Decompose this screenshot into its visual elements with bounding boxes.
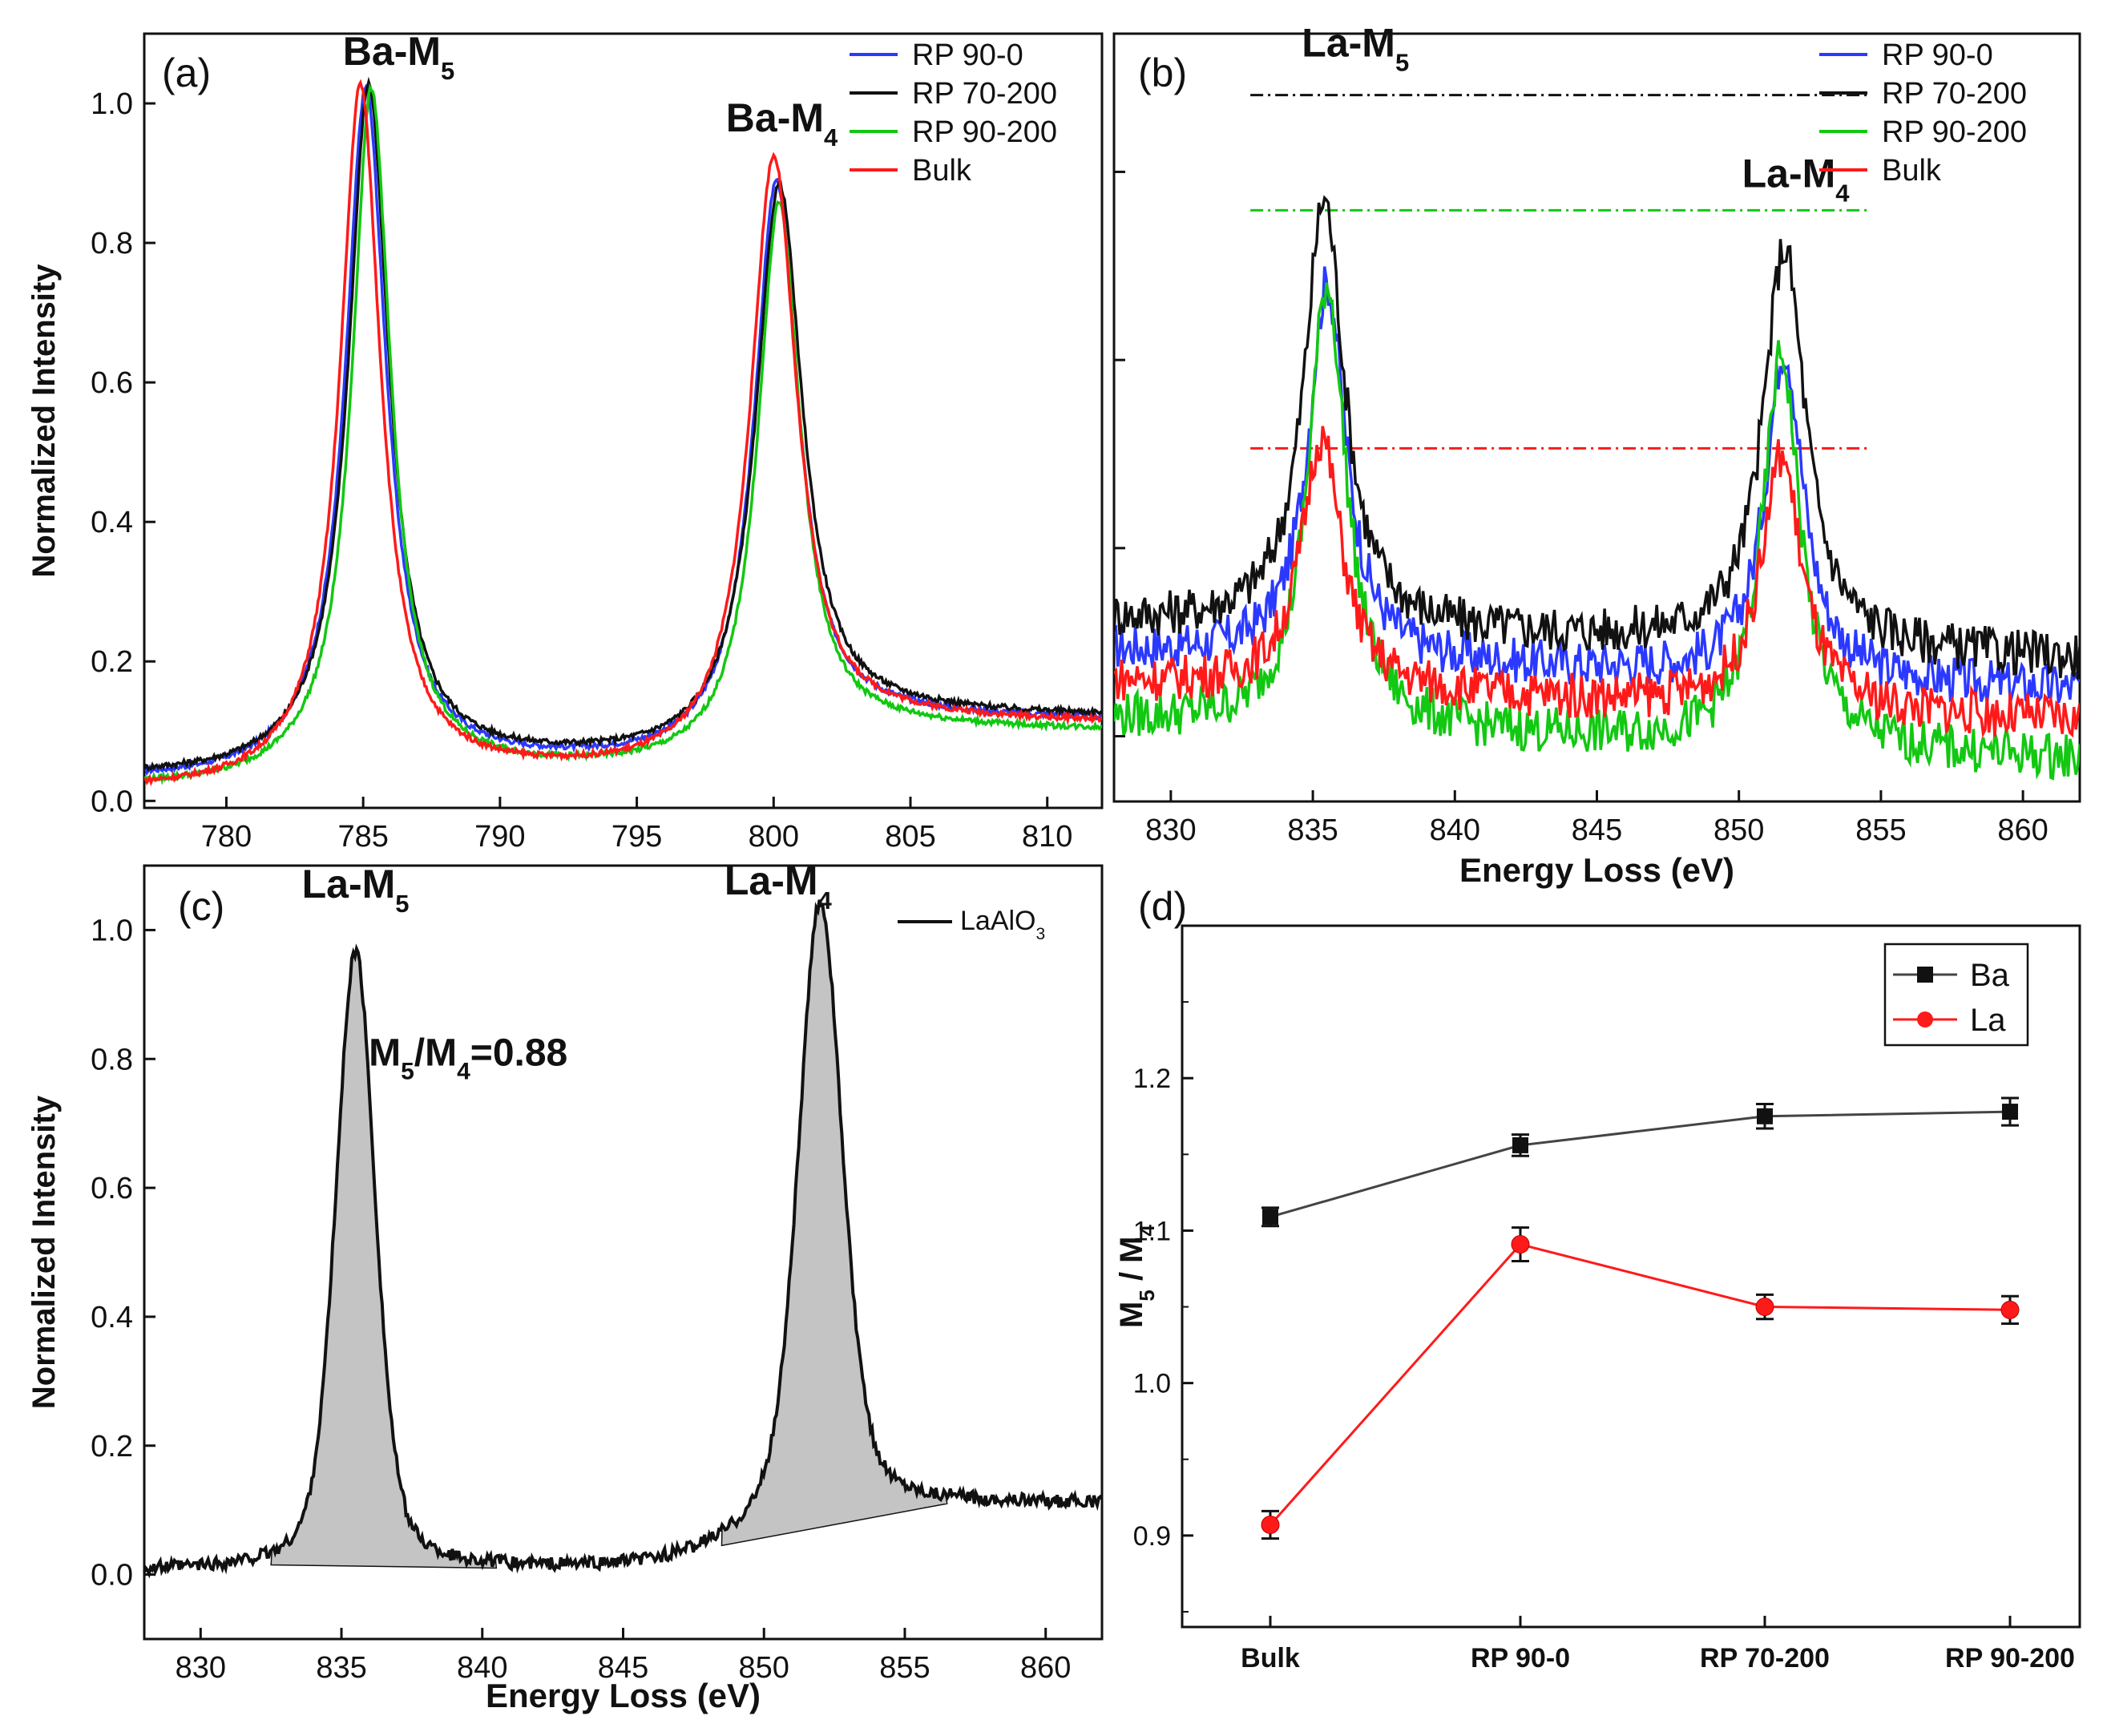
panel-a-peak-label: Ba-M4 (726, 95, 838, 151)
panel-a-x-tick-label: 780 (201, 820, 252, 854)
panel-c-y-tick-label: 0.2 (91, 1430, 133, 1463)
panel-a-x-tick-label: 795 (612, 820, 662, 854)
panel-d-series-ba-line (1269, 1110, 2011, 1218)
panel-b-x-tick-label: 860 (1997, 813, 2048, 847)
panel-d-x-tick-label: RP 70-200 (1700, 1643, 1830, 1673)
panel-c-series-laalo3 (143, 899, 1104, 1579)
panel-b-x-tick-label: 845 (1572, 813, 1622, 847)
panel-d-legend-label: Ba (1970, 958, 2010, 993)
panel-c-label: (c) (178, 884, 224, 929)
panel-a-x-tick-label: 785 (337, 820, 388, 854)
panel-c-x-tick-label: 830 (176, 1651, 226, 1685)
panel-a-x-tick-label: 800 (749, 820, 799, 854)
panel-d-y-tick-label: 1.0 (1133, 1369, 1171, 1399)
panel-b-x-tick-label: 830 (1145, 813, 1196, 847)
panel-b-legend-label: RP 70-200 (1882, 77, 2027, 111)
panel-d-series-la-marker (1261, 1516, 1280, 1535)
panel-a-axes-frame (143, 32, 1104, 809)
panel-c-legend-label: LaAlO3 (960, 906, 1045, 943)
panel-d-label: (d) (1138, 884, 1187, 929)
panel-d-x-tick-label: Bulk (1241, 1643, 1300, 1673)
panel-d-legend-box (1883, 943, 2029, 1047)
panel-a-peak-label: Ba-M5 (343, 29, 454, 85)
panel-b-legend-label: Bulk (1882, 154, 1942, 188)
panel-c-y-tick-label: 0.8 (91, 1043, 133, 1076)
panel-a-y-axis-label: Normalized Intensity (26, 264, 62, 578)
panel-c-y-tick-label: 0.4 (91, 1301, 133, 1334)
panel-a-series-rp-70-200 (144, 76, 1102, 772)
panel-b-series-rp-90-200 (1114, 282, 2080, 781)
panel-c-ratio-annotation: M5/M4=0.88 (369, 1032, 567, 1084)
panel-a-y-tick-label: 0.4 (91, 506, 133, 539)
panel-a-y-tick-label: 0.2 (91, 645, 133, 679)
panel-c-y-tick-label: 1.0 (91, 914, 133, 947)
panel-c-peak-label: La-M4 (725, 858, 833, 914)
panel-b-x-tick-label: 835 (1287, 813, 1338, 847)
panel-b-label: (b) (1138, 50, 1187, 95)
panel-a-y-tick-label: 1.0 (91, 87, 133, 121)
panel-c-x-axis-label: Energy Loss (eV) (486, 1677, 761, 1714)
panel-c-y-tick-label: 0.0 (91, 1559, 133, 1593)
panel-b-peak-label: La-M4 (1742, 151, 1851, 208)
panel-d-series-la-marker (1755, 1298, 1774, 1317)
panel-c-x-tick-label: 850 (739, 1651, 789, 1685)
panel-d-legend-label: La (1970, 1003, 2006, 1038)
panel-d-y-tick-label: 1.1 (1133, 1216, 1171, 1246)
panel-b-series-bulk (1114, 426, 2080, 739)
panel-a-chart: 780 785 790 795 800 805 810 0.0 0.2 0.4 0.6 0.8 1.0 B… (26, 29, 1104, 854)
panel-c-x-tick-label: 845 (598, 1651, 648, 1685)
panel-a-legend-label: RP 70-200 (912, 77, 1057, 111)
panel-a-x-tick-label: 805 (885, 820, 935, 854)
panel-d-series-la-marker (1511, 1235, 1530, 1254)
panel-a-y-tick-label: 0.8 (91, 227, 133, 260)
panel-d-x-tick-label: RP 90-200 (1945, 1643, 2075, 1673)
panel-a-legend-label: RP 90-0 (912, 38, 1023, 72)
panel-d-series-ba-marker (1757, 1108, 1773, 1124)
panel-d-legend-marker (1917, 967, 1933, 983)
panel-b-legend-label: RP 90-0 (1882, 38, 1993, 72)
panel-d-series-la-line (1269, 1242, 2011, 1526)
panel-d-legend-marker (1917, 1011, 1933, 1027)
panel-b-series-rp-70-200 (1114, 195, 2080, 680)
panel-c-x-tick-label: 855 (879, 1651, 930, 1685)
panel-c-axes-frame (143, 864, 1104, 1641)
panel-d-y-tick-label: 0.9 (1133, 1521, 1171, 1552)
panel-a-legend-label: RP 90-200 (912, 115, 1057, 149)
panel-a-series-rp-90-200 (144, 83, 1102, 785)
panel-b-x-tick-label: 840 (1430, 813, 1480, 847)
panel-d-series-ba-marker (2002, 1104, 2018, 1120)
panel-d-series-ba-marker (1262, 1209, 1278, 1225)
panel-d-chart: 0.9 1.0 1.1 1.2 Bulk RP 90-0 RP 70-200 RP 90-20… (1114, 884, 2081, 1673)
panel-b-legend-label: RP 90-200 (1882, 115, 2027, 149)
panel-c-x-tick-label: 860 (1020, 1651, 1071, 1685)
panel-a-series-bulk (144, 79, 1102, 787)
panel-a-label: (a) (162, 50, 211, 95)
panel-a-y-tick-label: 0.0 (91, 785, 133, 818)
panel-d-series-la-marker (2000, 1300, 2020, 1319)
panel-b-x-tick-label: 850 (1713, 813, 1764, 847)
panel-b-x-axis-label: Energy Loss (eV) (1459, 851, 1734, 889)
panel-b-series-rp-90-0 (1114, 266, 2080, 707)
panel-a-y-tick-label: 0.6 (91, 366, 133, 400)
panel-d-axes-frame (1181, 924, 2081, 1629)
panel-d-y-axis-label: M5 / M4 (1114, 1225, 1159, 1328)
panel-a-x-tick-label: 810 (1022, 820, 1072, 854)
panel-a-series-rp-90-0 (144, 83, 1102, 777)
panel-a-legend-label: Bulk (912, 154, 972, 188)
panel-c-y-tick-label: 0.6 (91, 1172, 133, 1205)
panel-d-x-tick-label: RP 90-0 (1471, 1643, 1570, 1673)
panel-b-chart: 830 835 840 845 850 855 860 La-M5 La-M4 (b) Energy… (1112, 21, 2081, 889)
panel-c-chart: 830 835 840 845 850 855 860 0.0 0.2 0.4 0.6 0.8 1.0 (… (26, 858, 1104, 1714)
panel-c-x-tick-label: 840 (457, 1651, 507, 1685)
panel-d-y-tick-label: 1.2 (1133, 1064, 1171, 1094)
panel-b-x-tick-label: 855 (1855, 813, 1906, 847)
panel-c-y-axis-label: Normalized Intensity (26, 1095, 62, 1409)
panel-c-peak-label: La-M5 (302, 862, 410, 918)
panel-d-series-ba-marker (1512, 1136, 1528, 1153)
panel-c-x-tick-label: 835 (316, 1651, 366, 1685)
panel-b-peak-label: La-M5 (1302, 21, 1409, 77)
panel-a-x-tick-label: 790 (474, 820, 525, 854)
